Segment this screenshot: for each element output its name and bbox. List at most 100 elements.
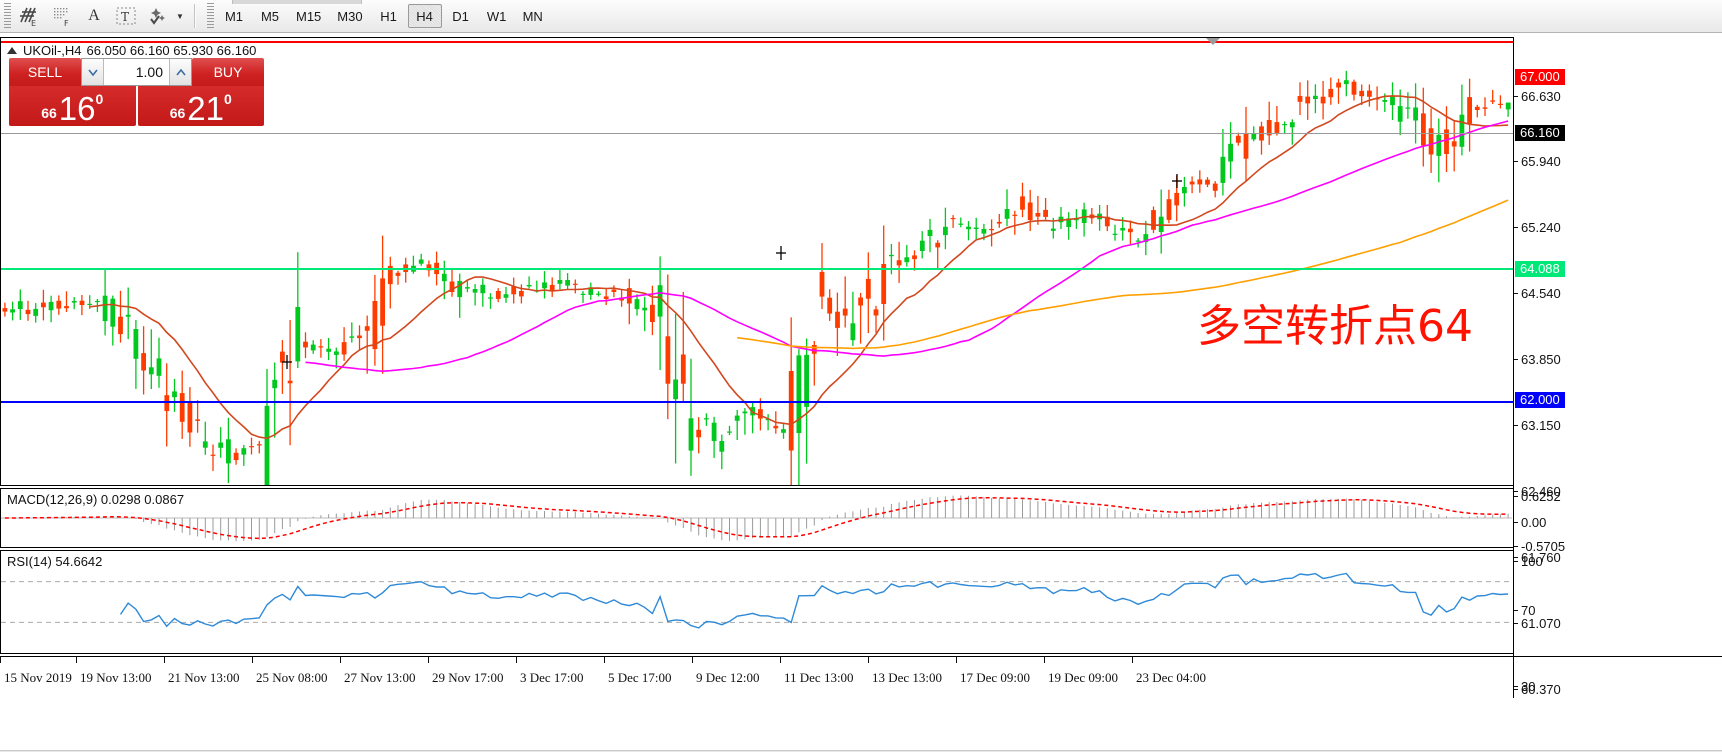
- time-tick-11: [956, 656, 957, 663]
- rsi-caption: RSI(14) 54.6642: [7, 554, 103, 569]
- time-label-11: 17 Dec 09:00: [960, 670, 1031, 685]
- time-tick-9: [780, 656, 781, 663]
- symbol-header: UKOil-,H4 66.050 66.160 65.930 66.160: [7, 43, 256, 58]
- chevron-down-icon: [87, 69, 98, 76]
- support-line-62: [1, 401, 1513, 403]
- time-label-8: 9 Dec 12:00: [696, 670, 760, 685]
- toolbar-drag-handle[interactable]: [4, 3, 11, 29]
- sell-price-prefix: 66: [41, 105, 57, 121]
- volume-stepper[interactable]: 1.00: [81, 58, 192, 86]
- timeframe-drag-handle[interactable]: [207, 3, 214, 29]
- time-tick-8: [692, 656, 693, 663]
- toolbar-separator: [194, 4, 196, 28]
- trade-panel-price-row: 66 16 0 66 21 0: [9, 86, 264, 126]
- rsi-scale-30: 30: [1514, 679, 1535, 694]
- time-label-5: 29 Nov 17:00: [432, 670, 504, 685]
- volume-input[interactable]: 1.00: [104, 59, 169, 85]
- time-tick-6: [516, 656, 517, 663]
- volume-increase-button[interactable]: [169, 59, 191, 85]
- price-axis[interactable]: 66.630 65.940 65.240 64.540 63.850 63.150 62.4…: [1513, 37, 1722, 698]
- time-label-6: 3 Dec 17:00: [520, 670, 584, 685]
- cursor-f-icon[interactable]: F: [47, 2, 77, 30]
- macd-pane[interactable]: MACD(12,26,9) 0.0298 0.0867: [0, 488, 1513, 548]
- pivot-line-64088: [1, 268, 1513, 270]
- timeframe-w1[interactable]: W1: [486, 8, 507, 24]
- label-tool-icon[interactable]: T: [111, 2, 141, 30]
- time-tick-1: [76, 656, 77, 663]
- timeframe-h1[interactable]: H1: [380, 8, 397, 24]
- timeframe-m1[interactable]: M1: [224, 8, 244, 24]
- shapes-tool-icon[interactable]: [143, 2, 173, 30]
- timeframe-h4[interactable]: H4: [407, 4, 442, 28]
- timeframe-m5[interactable]: M5: [260, 8, 280, 24]
- price-tick-65-240: 65.240: [1514, 220, 1561, 235]
- rsi-pane[interactable]: RSI(14) 54.6642: [0, 550, 1513, 654]
- rsi-series: [1, 572, 1512, 629]
- price-tick-66-630: 66.630: [1514, 89, 1561, 104]
- price-tick-63-150: 63.150: [1514, 418, 1561, 433]
- price-tick-60-370: 60.370: [1514, 682, 1561, 697]
- price-pane-canvas: [1, 38, 1513, 485]
- buy-button[interactable]: BUY: [192, 58, 264, 86]
- chevron-up-icon: [175, 68, 186, 75]
- time-tick-3: [252, 656, 253, 663]
- price-label-64-088: 64.088: [1515, 261, 1565, 277]
- time-label-10: 13 Dec 13:00: [872, 670, 943, 685]
- buy-price-suffix: 0: [224, 91, 232, 107]
- price-tick-63-850: 63.850: [1514, 352, 1561, 367]
- time-label-9: 11 Dec 13:00: [784, 670, 854, 685]
- text-tool-icon[interactable]: A: [79, 2, 109, 30]
- timeframe-d1[interactable]: D1: [452, 8, 469, 24]
- rsi-scale-70: 70: [1514, 603, 1535, 618]
- buy-price-display[interactable]: 66 21 0: [137, 86, 264, 126]
- timeframe-m30[interactable]: M30: [337, 8, 363, 24]
- time-label-13: 23 Dec 04:00: [1136, 670, 1207, 685]
- macd-scale-0: 0.6252: [1514, 489, 1561, 504]
- timeframe-mn[interactable]: MN: [522, 8, 543, 24]
- status-strip: [0, 750, 1722, 752]
- sell-button[interactable]: SELL: [9, 58, 81, 86]
- time-tick-4: [340, 656, 341, 663]
- price-pane[interactable]: UKOil-,H4 66.050 66.160 65.930 66.160 SE…: [0, 37, 1513, 486]
- time-label-2: 21 Nov 13:00: [168, 670, 240, 685]
- current-price-line: [1, 133, 1513, 134]
- shapes-dropdown-caret-icon[interactable]: ▼: [176, 11, 184, 21]
- symbol-name: UKOil-,H4: [23, 43, 82, 58]
- volume-decrease-button[interactable]: [82, 59, 104, 85]
- price-tick-65-940: 65.940: [1514, 154, 1561, 169]
- sell-price-main: 16: [58, 90, 96, 127]
- price-label-67-000: 67.000: [1515, 69, 1565, 85]
- svg-text:T: T: [121, 10, 129, 24]
- time-tick-7: [604, 656, 605, 663]
- time-tick-2: [164, 656, 165, 663]
- time-tick-0: [0, 656, 1, 663]
- time-axis[interactable]: 15 Nov 2019 19 Nov 13:00 21 Nov 13:00 25 No…: [0, 656, 1722, 698]
- price-tick-61-070: 61.070: [1514, 616, 1561, 631]
- time-label-1: 19 Nov 13:00: [80, 670, 152, 685]
- time-tick-10: [868, 656, 869, 663]
- rsi-canvas: [1, 551, 1513, 653]
- sell-price-display[interactable]: 66 16 0: [9, 86, 136, 126]
- chart-annotation-text: 多空转折点64: [1197, 301, 1473, 352]
- time-label-4: 27 Nov 13:00: [344, 670, 416, 685]
- price-tick-62-460: 62.460: [1514, 484, 1561, 499]
- buy-price-prefix: 66: [169, 105, 186, 121]
- pane-collapse-chevron-icon[interactable]: [1206, 38, 1220, 45]
- macd-caption: MACD(12,26,9) 0.0298 0.0867: [7, 492, 185, 507]
- time-tick-5: [428, 656, 429, 663]
- macd-canvas: [1, 489, 1513, 547]
- toolbar-grip-notch: [232, 0, 362, 4]
- symbol-expander-icon[interactable]: [7, 47, 17, 54]
- one-click-trading-panel[interactable]: SELL 1.00: [9, 58, 264, 126]
- timeframe-m15[interactable]: M15: [296, 8, 322, 24]
- time-tick-12: [1044, 656, 1045, 663]
- macd-scale-1: 0.00: [1514, 515, 1546, 530]
- macd-scale-2: -0.5705: [1514, 539, 1565, 554]
- time-tick-13: [1132, 656, 1133, 663]
- resistance-line-67: [1, 41, 1513, 43]
- trade-panel-top-row: SELL 1.00: [9, 58, 264, 86]
- crosshair-e-icon[interactable]: E: [15, 2, 45, 30]
- timeframe-group: M1 M5 M15 M30 H1 H4 D1 W1 MN: [216, 4, 551, 28]
- chart-toolbar: E F A: [0, 0, 1722, 33]
